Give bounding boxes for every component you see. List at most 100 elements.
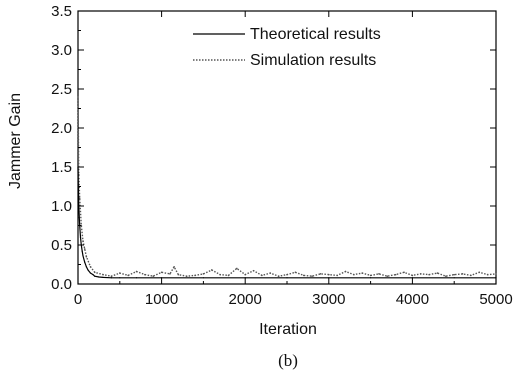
data-point-simulation (286, 273, 288, 276)
data-point-simulation (277, 275, 280, 278)
x-tick-label: 5000 (479, 291, 512, 308)
x-tick-label: 4000 (396, 291, 429, 308)
data-point-simulation (127, 274, 129, 277)
data-point-simulation (236, 267, 238, 270)
legend-label: Theoretical results (250, 26, 381, 43)
series-layer (77, 96, 497, 279)
y-tick-label: 1.5 (51, 159, 72, 176)
data-point-theoretical (370, 277, 372, 279)
data-point-simulation (227, 274, 230, 277)
series-line-theoretical (77, 166, 496, 279)
data-point-simulation (386, 275, 389, 278)
data-point-theoretical (89, 272, 92, 274)
data-point-simulation (428, 273, 430, 276)
x-tick-label: 2000 (229, 291, 262, 308)
data-point-simulation (369, 274, 372, 277)
y-tick-label: 1.0 (51, 198, 72, 215)
data-point-simulation (344, 270, 347, 273)
data-point-theoretical (82, 255, 84, 257)
data-point-simulation (495, 273, 497, 275)
data-point-simulation (210, 269, 213, 271)
data-point-simulation (110, 275, 113, 278)
x-tick-label: 1000 (145, 291, 178, 308)
data-point-theoretical (77, 189, 80, 191)
data-point-theoretical (119, 277, 121, 279)
data-point-theoretical (110, 277, 113, 279)
series-line-simulation (77, 96, 497, 277)
data-point-simulation (77, 96, 79, 98)
data-point-simulation (93, 271, 96, 274)
data-point-simulation (152, 275, 155, 278)
data-point-simulation (78, 197, 81, 199)
data-point-simulation (445, 275, 447, 278)
data-point-simulation (173, 266, 175, 268)
data-point-simulation (252, 269, 255, 272)
y-tick-label: 3.0 (51, 42, 72, 59)
data-point-simulation (202, 273, 205, 275)
data-point-simulation (486, 273, 489, 276)
data-point-simulation (478, 271, 481, 274)
data-point-simulation (160, 271, 163, 274)
data-point-theoretical (85, 266, 87, 268)
data-point-theoretical (84, 261, 86, 263)
data-point-simulation (394, 273, 397, 276)
data-point-simulation (378, 273, 380, 275)
data-point-simulation (89, 266, 92, 268)
ticks: 0 1000 2000 3000 4000 5000 0.0 0.5 1.0 1.5 2.0 2.5 3… (51, 3, 513, 308)
data-point-simulation (219, 273, 221, 276)
data-point-theoretical (102, 276, 104, 278)
data-point-simulation (361, 272, 364, 274)
data-point-theoretical (79, 236, 82, 238)
data-point-theoretical (135, 277, 138, 279)
data-point-theoretical (202, 277, 204, 279)
data-point-simulation (244, 273, 246, 276)
data-point-theoretical (78, 217, 80, 219)
data-point-simulation (419, 273, 422, 275)
data-point-simulation (336, 274, 338, 277)
data-point-simulation (294, 271, 297, 274)
data-point-simulation (261, 274, 263, 277)
data-point-theoretical (87, 269, 89, 271)
data-point-simulation (269, 272, 272, 274)
data-point-simulation (119, 272, 121, 274)
data-point-simulation (403, 271, 405, 274)
data-point-simulation (411, 274, 414, 277)
y-tick-label: 0.5 (51, 237, 72, 254)
data-point-simulation (436, 272, 439, 274)
data-point-simulation (461, 273, 464, 275)
data-point-simulation (177, 273, 180, 276)
data-point-simulation (453, 273, 456, 276)
data-point-simulation (83, 248, 86, 250)
y-tick-label: 0.0 (51, 276, 72, 293)
data-point-theoretical (453, 277, 455, 279)
data-point-simulation (82, 240, 84, 242)
x-axis-label: Iteration (259, 321, 317, 338)
data-point-theoretical (286, 277, 288, 279)
y-tick-label: 3.5 (51, 3, 72, 20)
data-point-simulation (169, 273, 171, 275)
data-point-simulation (328, 273, 330, 276)
data-point-theoretical (94, 275, 96, 277)
x-tick-label: 0 (74, 291, 82, 308)
data-point-simulation (135, 270, 138, 273)
data-point-simulation (185, 275, 188, 278)
data-point-simulation (302, 274, 305, 277)
data-point-theoretical (98, 276, 100, 278)
data-point-simulation (311, 275, 313, 278)
legend: Theoretical results Simulation results (193, 26, 381, 69)
data-point-simulation (102, 273, 104, 276)
data-point-simulation (353, 273, 355, 276)
data-point-simulation (85, 255, 88, 258)
data-point-simulation (470, 274, 472, 277)
data-point-theoretical (92, 274, 94, 276)
data-point-theoretical (81, 250, 83, 252)
x-tick-label: 3000 (312, 291, 345, 308)
data-point-simulation (144, 273, 146, 276)
y-axis-label: Jammer Gain (7, 93, 24, 189)
y-tick-label: 2.5 (51, 81, 72, 98)
y-tick-label: 2.0 (51, 120, 72, 137)
data-point-simulation (319, 273, 322, 275)
figure-caption: (b) (278, 351, 298, 370)
legend-label: Simulation results (250, 52, 376, 69)
